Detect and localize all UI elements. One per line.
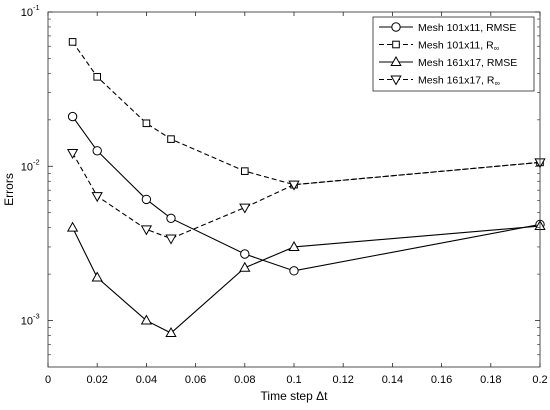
data-point bbox=[167, 135, 175, 143]
series-2 bbox=[68, 38, 544, 189]
axes-layer: 0 0.02 0.04 0.06 0.08 0.1 0.12 0.14 0.16 0.18 0.2 1… bbox=[21, 3, 548, 386]
data-point bbox=[68, 38, 77, 46]
data-point bbox=[241, 167, 249, 175]
data-point bbox=[140, 314, 153, 325]
data-point bbox=[166, 213, 176, 224]
legend-marker bbox=[391, 22, 401, 32]
y-tick-label: 10 bbox=[21, 161, 33, 173]
legend-label: Mesh 161x17, RMSE bbox=[418, 57, 517, 69]
x-tick-label: 0.1 bbox=[286, 374, 301, 386]
y-tick-exponent: -3 bbox=[33, 312, 40, 321]
data-point bbox=[289, 266, 299, 276]
y-tick-label: 10 bbox=[21, 316, 33, 328]
x-tick-label: 0.2 bbox=[532, 374, 547, 386]
x-tick-label: 0.16 bbox=[431, 374, 452, 386]
legend-label-subscript: ∞ bbox=[494, 44, 499, 53]
x-tick-label: 0.06 bbox=[185, 374, 206, 386]
legend-marker bbox=[390, 55, 402, 66]
legend-marker bbox=[390, 75, 402, 86]
data-point bbox=[92, 146, 102, 156]
y-axis-label: Errors bbox=[2, 173, 16, 206]
series-1 bbox=[67, 111, 545, 276]
x-tick-label: 0.08 bbox=[234, 374, 255, 386]
legend-label: Mesh 161x17, R∞ bbox=[418, 75, 500, 88]
data-point bbox=[239, 261, 251, 272]
data-point bbox=[67, 111, 78, 122]
x-tick-label: 0.02 bbox=[86, 374, 107, 386]
data-point bbox=[141, 194, 152, 205]
data-point bbox=[66, 221, 79, 232]
y-tick-exponent: -2 bbox=[33, 157, 40, 166]
x-tick-label: 0.18 bbox=[480, 374, 501, 386]
data-point bbox=[142, 119, 151, 128]
series-layer bbox=[66, 38, 546, 338]
x-axis-label: Time step Δt bbox=[261, 389, 329, 403]
data-point bbox=[288, 180, 300, 191]
legend-marker bbox=[392, 40, 400, 49]
legend: Mesh 101x11, RMSE Mesh 101x11, R∞ Mesh 161… bbox=[372, 16, 535, 92]
legend-label-subscript: ∞ bbox=[494, 79, 499, 88]
y-tick-exponent: -1 bbox=[33, 3, 40, 12]
data-point bbox=[240, 249, 250, 259]
x-tick-label: 0.04 bbox=[136, 374, 157, 386]
legend-label: Mesh 101x11, RMSE bbox=[418, 22, 516, 34]
data-point bbox=[91, 192, 103, 203]
y-tick-label: 10 bbox=[21, 7, 33, 19]
x-tick-label: 0.14 bbox=[382, 374, 403, 386]
data-point bbox=[140, 225, 153, 236]
data-point bbox=[91, 271, 103, 282]
data-point bbox=[288, 240, 300, 251]
data-point bbox=[93, 73, 102, 81]
x-tick-label: 0.12 bbox=[332, 374, 353, 386]
data-point bbox=[165, 327, 177, 338]
legend-label: Mesh 101x11, R∞ bbox=[418, 40, 499, 53]
data-point bbox=[239, 203, 251, 214]
data-point bbox=[66, 148, 79, 159]
data-point bbox=[165, 234, 177, 245]
x-tick-label: 0 bbox=[45, 374, 51, 386]
